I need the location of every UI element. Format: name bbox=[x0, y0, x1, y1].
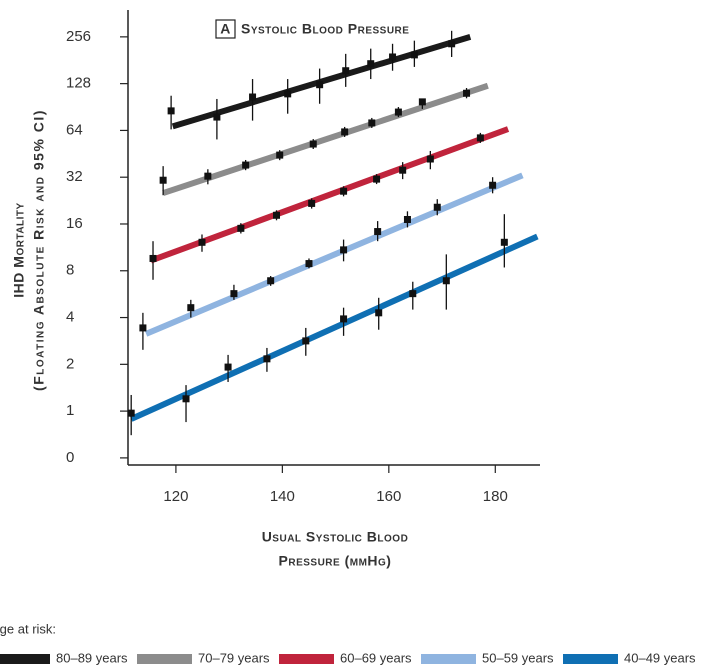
point bbox=[375, 309, 383, 317]
point bbox=[224, 363, 232, 371]
y-tick-label: 1 bbox=[66, 402, 74, 419]
point bbox=[316, 81, 324, 89]
panel-label: A bbox=[220, 21, 231, 37]
y-tick-label: 0 bbox=[66, 449, 74, 466]
legend-title: Age at risk: bbox=[0, 621, 56, 636]
y-axis-label: IHD Mortality (Floating Absolute Risk an… bbox=[11, 109, 47, 391]
point bbox=[267, 277, 275, 285]
point bbox=[340, 315, 348, 323]
y-label-line: (Floating Absolute Risk and 95% CI) bbox=[31, 109, 47, 391]
point bbox=[273, 211, 281, 219]
point bbox=[418, 98, 426, 106]
point bbox=[213, 113, 221, 121]
point bbox=[242, 161, 250, 169]
y-tick-label: 16 bbox=[66, 215, 83, 232]
legend-label: 40–49 years bbox=[624, 650, 696, 665]
point bbox=[237, 224, 245, 232]
x-tick-label: 160 bbox=[376, 488, 401, 505]
legend-swatch bbox=[137, 654, 192, 664]
x-tick-label: 140 bbox=[270, 488, 295, 505]
legend-swatch bbox=[0, 654, 50, 664]
point bbox=[476, 134, 484, 142]
point bbox=[340, 246, 348, 254]
point bbox=[167, 107, 175, 115]
point bbox=[308, 199, 316, 207]
legend-label: 50–59 years bbox=[482, 650, 554, 665]
point bbox=[368, 119, 376, 127]
legend-swatch bbox=[279, 654, 334, 664]
legend-label: 60–69 years bbox=[340, 650, 412, 665]
y-tick-label: 4 bbox=[66, 309, 74, 326]
fit-line bbox=[144, 172, 524, 337]
panel-label-box bbox=[215, 19, 236, 39]
x-tick-label: 120 bbox=[163, 488, 188, 505]
fit-line bbox=[149, 126, 510, 264]
y-tick-label: 8 bbox=[66, 262, 74, 279]
point bbox=[389, 53, 397, 61]
point bbox=[426, 155, 434, 163]
fit-line bbox=[129, 233, 539, 422]
y-tick-label: 64 bbox=[66, 121, 83, 138]
point bbox=[403, 215, 411, 223]
point bbox=[249, 93, 257, 101]
point bbox=[284, 90, 292, 98]
point bbox=[127, 409, 135, 417]
y-tick-label: 256 bbox=[66, 28, 91, 45]
point bbox=[204, 172, 212, 180]
point bbox=[139, 324, 147, 332]
point bbox=[367, 60, 375, 68]
y-tick-label: 2 bbox=[66, 355, 74, 372]
point bbox=[198, 238, 206, 246]
point bbox=[489, 181, 497, 189]
point bbox=[373, 175, 381, 183]
y-label-line: IHD Mortality bbox=[11, 202, 27, 297]
y-tick-label: 128 bbox=[66, 75, 91, 92]
point bbox=[309, 140, 317, 148]
x-label-line: Usual Systolic Blood bbox=[262, 529, 409, 545]
point bbox=[182, 395, 190, 403]
point bbox=[187, 304, 195, 312]
point bbox=[374, 228, 382, 236]
chart-title: Systolic Blood Pressure bbox=[241, 21, 409, 37]
point bbox=[448, 40, 456, 48]
y-tick-label: 32 bbox=[66, 168, 83, 185]
x-label-line: Pressure (mmHg) bbox=[279, 553, 392, 569]
point bbox=[342, 67, 350, 75]
fit-line bbox=[162, 82, 489, 196]
point bbox=[399, 166, 407, 174]
point bbox=[340, 187, 348, 195]
point bbox=[149, 254, 157, 262]
legend-label: 80–89 years bbox=[56, 650, 128, 665]
point bbox=[263, 355, 271, 363]
legend-swatch bbox=[421, 654, 476, 664]
legend-swatch bbox=[563, 654, 618, 664]
point bbox=[442, 277, 450, 285]
point bbox=[230, 290, 238, 298]
point bbox=[341, 128, 349, 136]
point bbox=[433, 203, 441, 211]
point bbox=[305, 260, 313, 268]
x-tick-label: 180 bbox=[483, 488, 508, 505]
point bbox=[302, 337, 310, 345]
point bbox=[159, 176, 167, 184]
legend-label: 70–79 years bbox=[198, 650, 270, 665]
point bbox=[409, 290, 417, 298]
point bbox=[500, 238, 508, 246]
point bbox=[276, 151, 284, 159]
point bbox=[394, 108, 402, 116]
point bbox=[463, 89, 471, 97]
point bbox=[410, 51, 418, 59]
